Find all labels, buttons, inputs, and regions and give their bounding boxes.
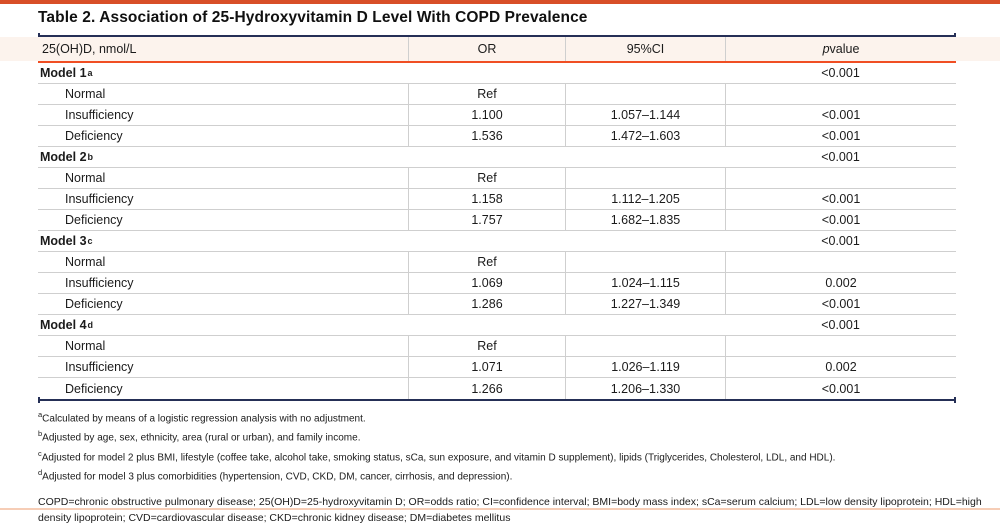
top-accent-bar [0,0,1000,4]
table-row: Normal Ref [38,84,956,105]
row-label: Normal [65,87,106,101]
table-row: Deficiency 1.286 1.227–1.349 <0.001 [38,294,956,315]
footnotes-section: aCalculated by means of a logistic regre… [38,407,956,484]
row-label: Insufficiency [65,192,134,206]
table-title: Table 2. Association of 25-Hydroxyvitami… [38,9,588,26]
table-row: Insufficiency 1.158 1.112–1.205 <0.001 [38,189,956,210]
row-label: Insufficiency [65,108,134,122]
ci-cell [565,252,725,272]
ci-cell: 1.682–1.835 [565,210,725,230]
footnote: dAdjusted for model 3 plus comorbidities… [38,467,513,483]
p-value-cell: <0.001 [725,189,956,209]
p-value-cell: <0.001 [821,66,860,80]
row-label: Deficiency [65,129,123,143]
row-label: Insufficiency [65,276,134,290]
p-value-cell: <0.001 [821,150,860,164]
table-row: Deficiency 1.266 1.206–1.330 <0.001 [38,378,956,399]
p-rest: value [829,42,860,56]
row-label: Normal [65,171,106,185]
table-row: Insufficiency 1.100 1.057–1.144 <0.001 [38,105,956,126]
p-value-cell: 0.002 [725,357,956,377]
p-value-cell [725,168,956,188]
row-label: Normal [65,339,106,353]
header-underline-rule [38,61,956,63]
table-row: Deficiency 1.536 1.472–1.603 <0.001 [38,126,956,147]
ci-cell [565,84,725,104]
or-cell: 1.757 [408,210,565,230]
ci-cell: 1.206–1.330 [565,378,725,399]
or-cell: 1.158 [408,189,565,209]
table-row: Deficiency 1.757 1.682–1.835 <0.001 [38,210,956,231]
ci-cell: 1.112–1.205 [565,189,725,209]
or-cell: 1.100 [408,105,565,125]
row-label: Insufficiency [65,360,134,374]
footnote: cAdjusted for model 2 plus BMI, lifestyl… [38,448,836,463]
ci-cell: 1.024–1.115 [565,273,725,293]
ci-cell: 1.057–1.144 [565,105,725,125]
column-header-band: 25(OH)D, nmol/L OR 95%CI p value [0,37,1000,61]
or-cell: Ref [408,168,565,188]
model-row: Model 4 d <0.001 [38,315,956,336]
p-value-cell: <0.001 [725,210,956,230]
p-value-cell: <0.001 [725,105,956,125]
column-header-ci: 95%CI [565,37,725,61]
p-value-cell [725,252,956,272]
row-label: Deficiency [65,213,123,227]
ci-cell: 1.227–1.349 [565,294,725,314]
bottom-accent-rule [0,508,1000,510]
column-header-or: OR [408,37,565,61]
or-cell: 1.069 [408,273,565,293]
p-value-cell: <0.001 [821,318,860,332]
model-row: Model 3 c <0.001 [38,231,956,252]
p-italic: p [822,42,830,56]
or-cell: 1.536 [408,126,565,146]
or-cell: 1.286 [408,294,565,314]
column-header-row: 25(OH)D, nmol/L OR 95%CI p value [38,37,956,61]
abbreviations-note: COPD=chronic obstructive pulmonary disea… [38,496,982,524]
row-label: Normal [65,255,106,269]
table-figure: Table 2. Association of 25-Hydroxyvitami… [0,4,1000,526]
column-header-variable: 25(OH)D, nmol/L [42,42,137,56]
row-label: Deficiency [65,381,123,396]
footnote: aCalculated by means of a logistic regre… [38,410,366,425]
p-value-cell [725,336,956,356]
p-value-cell [725,84,956,104]
ci-cell: 1.472–1.603 [565,126,725,146]
column-header-pvalue: p value [725,37,956,61]
or-cell: Ref [408,336,565,356]
model-row: Model 2 b <0.001 [38,147,956,168]
ci-cell [565,336,725,356]
p-value-cell: <0.001 [725,126,956,146]
table-bottom-rule [38,397,956,403]
or-cell: Ref [408,84,565,104]
table-body: Model 1 a <0.001 Normal Ref Insufficiency 1.10… [38,63,956,399]
or-cell: Ref [408,252,565,272]
or-cell: 1.071 [408,357,565,377]
model-row: Model 1 a <0.001 [38,63,956,84]
p-value-cell: 0.002 [725,273,956,293]
table-row: Normal Ref [38,168,956,189]
row-label: Deficiency [65,297,123,311]
table-row: Normal Ref [38,336,956,357]
table-row: Insufficiency 1.071 1.026–1.119 0.002 [38,357,956,378]
footnote: bAdjusted by age, sex, ethnicity, area (… [38,429,361,444]
or-cell: 1.266 [408,378,565,399]
table-top-rule [38,33,956,39]
table-row: Insufficiency 1.069 1.024–1.115 0.002 [38,273,956,294]
p-value-cell: <0.001 [725,378,956,399]
ci-cell [565,168,725,188]
p-value-cell: <0.001 [725,294,956,314]
ci-cell: 1.026–1.119 [565,357,725,377]
p-value-cell: <0.001 [821,234,860,248]
table-row: Normal Ref [38,252,956,273]
